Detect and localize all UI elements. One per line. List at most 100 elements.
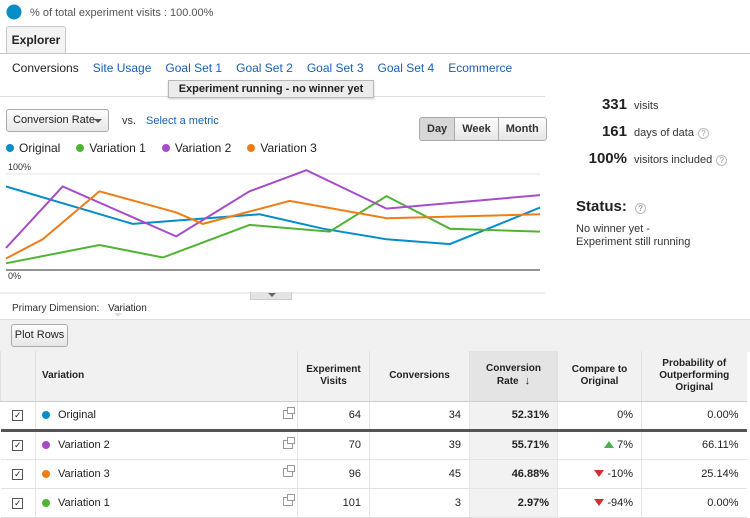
header-checkbox-column (0, 351, 36, 402)
legend-label: Variation 1 (89, 141, 146, 155)
stat-visitors-included: 100% visitors included ? (560, 150, 728, 167)
row-checkbox[interactable]: ✓ (12, 410, 24, 421)
status-line-2: Experiment still running (576, 236, 691, 248)
plot-rows-button[interactable]: Plot Rows (11, 324, 68, 347)
probability-cell: 25.14% (641, 459, 747, 489)
header-experiment-visits[interactable]: Experiment Visits (297, 351, 370, 402)
row-checkbox[interactable]: ✓ (12, 440, 24, 451)
open-in-new-icon[interactable] (283, 493, 295, 506)
table-row: ✓ Variation 2 70 39 55.71% 7% 66.11% (0, 430, 747, 460)
tab-divider (0, 53, 750, 54)
stat-label: visitors included (634, 154, 713, 166)
subnav-goal-set-2[interactable]: Goal Set 2 (236, 61, 293, 75)
subnav-goal-set-4[interactable]: Goal Set 4 (377, 61, 435, 75)
compare-value: -10% (607, 467, 633, 480)
selected-dimension-marker (114, 313, 122, 317)
header-conversion-rate[interactable]: Conversion Rate ↓ (469, 351, 558, 402)
open-in-new-icon[interactable] (283, 436, 295, 449)
table-row: ✓ Variation 1 101 3 2.97% -94% 0.00% (0, 488, 747, 518)
legend-item-variation-1[interactable]: Variation 1 (76, 141, 146, 155)
variation-cell: Variation 1 (35, 488, 298, 518)
legend-label: Variation 2 (174, 141, 232, 155)
variation-color-dot (42, 411, 50, 420)
open-in-new-icon[interactable] (283, 464, 295, 477)
arrow-down-icon (594, 498, 605, 506)
rate-cell: 55.71% (469, 430, 558, 460)
header-compare-to-original[interactable]: Compare to Original (557, 351, 642, 402)
help-icon[interactable]: ? (635, 203, 647, 214)
y-axis-top-label: 100% (8, 162, 31, 172)
variation-name[interactable]: Variation 2 (58, 439, 110, 451)
compare-cell: 0% (557, 401, 642, 432)
subnav-site-usage[interactable]: Site Usage (92, 61, 152, 75)
help-icon[interactable]: ? (716, 155, 728, 166)
series-line-variation-1[interactable] (5, 194, 541, 265)
range-week-button[interactable]: Week (454, 117, 499, 141)
stat-label: visits (634, 100, 659, 112)
header-line: Original (580, 375, 619, 387)
stat-visits: 331 visits (560, 96, 658, 113)
arrow-down-icon (594, 469, 605, 477)
rate-cell: 52.31% (469, 401, 558, 432)
total-visits-percent: % of total experiment visits : 100.00% (30, 7, 214, 19)
legend-label: Variation 3 (260, 141, 317, 155)
header-line: Original (675, 381, 714, 393)
y-axis-bottom-label: 0% (8, 271, 21, 281)
compare-cell: -10% (557, 459, 642, 489)
row-checkbox-cell: ✓ (0, 430, 36, 460)
probability-cell: 66.11% (641, 430, 747, 460)
open-in-new-icon[interactable] (283, 406, 295, 419)
stat-value: 161 (601, 123, 627, 140)
line-chart[interactable]: 100% 0% (0, 158, 545, 298)
row-checkbox[interactable]: ✓ (12, 497, 24, 509)
subnav-conversions[interactable]: Conversions (12, 61, 79, 75)
row-checkbox[interactable]: ✓ (12, 468, 24, 480)
subnav-goal-set-3[interactable]: Goal Set 3 (306, 61, 364, 75)
header-probability[interactable]: Probability of Outperforming Original (641, 351, 747, 402)
header-line-text: Rate (496, 376, 519, 388)
visits-cell: 101 (297, 488, 370, 518)
header-variation[interactable]: Variation (35, 351, 298, 402)
primary-dimension-value[interactable]: Variation (108, 303, 147, 314)
status-title: Status: (576, 198, 627, 215)
chart-resize-handle[interactable] (250, 292, 292, 300)
conversions-cell: 3 (369, 488, 470, 518)
series-line-variation-2[interactable] (5, 169, 541, 249)
table-row: ✓ Original 64 34 52.31% 0% 0.00% (0, 401, 747, 432)
header-line: Rate ↓ (474, 375, 553, 388)
header-line: Visits (320, 375, 347, 387)
pie-chart-icon (6, 4, 22, 20)
subnav-goal-set-1[interactable]: Goal Set 1 (165, 61, 223, 75)
arrow-up-icon (604, 441, 615, 448)
variation-cell: Variation 3 (35, 459, 298, 489)
variation-name[interactable]: Variation 3 (58, 467, 110, 480)
header-line: Experiment (306, 363, 361, 375)
subnav-ecommerce[interactable]: Ecommerce (448, 61, 513, 75)
range-month-button[interactable]: Month (497, 117, 547, 141)
tab-explorer[interactable]: Explorer (6, 26, 66, 54)
conversions-cell: 45 (369, 459, 470, 489)
header-conversions[interactable]: Conversions (369, 351, 470, 402)
compare-cell: -94% (557, 488, 642, 518)
select-metric-link[interactable]: Select a metric (146, 115, 219, 127)
range-day-button[interactable]: Day (419, 117, 456, 141)
legend-item-variation-2[interactable]: Variation 2 (161, 141, 232, 155)
variation-cell: Original (35, 401, 298, 432)
legend-dot (76, 144, 85, 152)
metric-dropdown[interactable]: Conversion Rate (6, 109, 109, 132)
variation-name[interactable]: Original (58, 409, 96, 421)
subnav: Conversions Site Usage Goal Set 1 Goal S… (12, 61, 512, 75)
variation-name[interactable]: Variation 1 (58, 496, 110, 509)
conversions-cell: 34 (369, 401, 470, 432)
probability-cell: 0.00% (641, 488, 747, 518)
variation-color-dot (42, 469, 50, 478)
row-checkbox-cell: ✓ (0, 488, 36, 518)
header-line: Compare to (571, 363, 628, 375)
series-line-original[interactable] (5, 185, 541, 246)
header-line: Probability of (662, 357, 727, 369)
legend-item-original[interactable]: Original (6, 141, 60, 155)
visits-cell: 70 (297, 430, 370, 460)
help-icon[interactable]: ? (697, 128, 709, 139)
series-line-variation-3[interactable] (5, 190, 541, 260)
legend-item-variation-3[interactable]: Variation 3 (247, 141, 317, 155)
